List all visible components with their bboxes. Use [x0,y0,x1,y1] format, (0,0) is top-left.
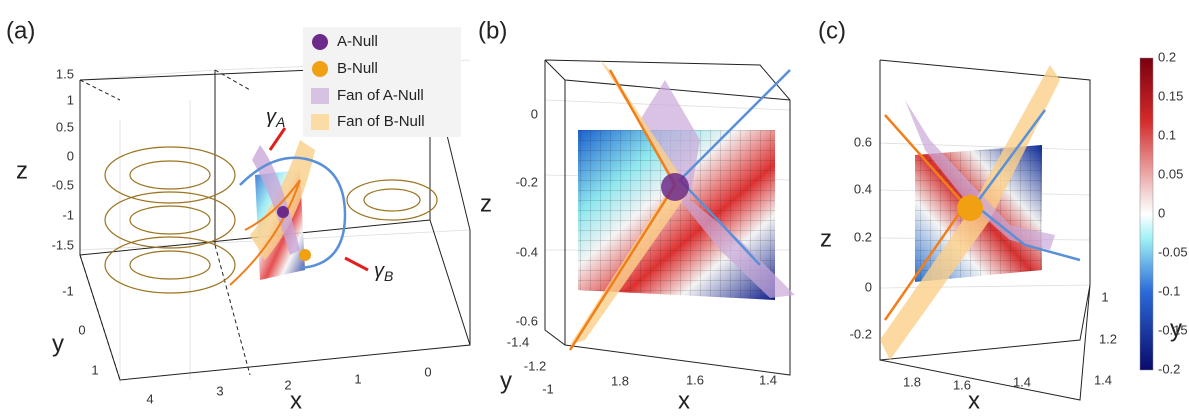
tick-label: 0.1 [1158,127,1176,142]
tick-label: -0.2 [1158,361,1180,376]
panel-c: (c) z x [818,17,1090,412]
tick-label: 0.2 [1158,49,1176,64]
legend-fan-b [311,114,329,130]
annotation: γB [374,260,393,283]
tick-label: -1 [62,283,74,298]
tick-label: 1.4 [1094,372,1112,387]
tick-label: -1 [62,207,74,222]
axis-label: y [500,367,512,394]
tick-label: 0 [865,279,872,294]
panel-label: (c) [818,17,846,44]
panel-a: A-Null B-Null Fan of A-Null Fan of B-Nul… [6,17,470,412]
b-null [957,195,983,221]
panel-label: (a) [6,17,35,44]
axis-label: z [480,190,492,217]
tick-label: 1 [1101,289,1108,304]
tick-label: 1 [67,92,74,107]
legend-label: Fan of A-Null [337,87,424,104]
b-null [299,249,311,261]
tick-label: 0 [531,106,538,121]
legend-fan-a [311,88,329,104]
tick-label: 0 [78,322,85,337]
tick-label: 0.2 [854,229,872,244]
tick-label: 1 [354,371,361,386]
annotation: γA [266,106,285,129]
panel-label: (b) [478,17,507,44]
tick-label: 1.6 [686,372,704,387]
tick-label: -1.2 [524,358,546,373]
axis-label: x [290,387,302,412]
tick-label: 0 [1158,205,1165,220]
legend-b-null [312,61,328,77]
tick-label: -0.2 [850,326,872,341]
axis-label: z [820,225,832,252]
legend-label: B-Null [337,60,378,77]
axis-label: x [678,387,690,412]
legend-label: Fan of B-Null [337,113,425,130]
tick-label: 1.5 [56,66,74,81]
tick-label: 1.4 [1013,374,1031,389]
tick-label: 0.5 [56,119,74,134]
tick-label: 1.8 [903,374,921,389]
tick-label: 0.15 [1158,88,1183,103]
tick-label: -0.15 [1158,322,1188,337]
a-null [661,173,689,201]
a-null [277,206,289,218]
figure: A-Null B-Null Fan of A-Null Fan of B-Nul… [0,0,1189,412]
tick-label: 2 [284,377,291,392]
axis-label: y [52,330,64,357]
tick-label: -0.6 [516,313,538,328]
tick-label: 1.6 [953,377,971,392]
tick-label: -0.05 [1158,244,1188,259]
tick-label: -1.4 [507,334,529,349]
tick-label: 0 [67,148,74,163]
panel-b: (b) z y x [478,17,795,412]
colorbar [1140,58,1153,370]
legend-label: A-Null [337,33,378,50]
tick-label: -1 [542,381,554,396]
tick-label: 3 [216,383,223,398]
tick-label: 1.2 [1099,331,1117,346]
tick-label: -0.4 [516,244,538,259]
tick-label: 1.8 [611,373,629,388]
tick-label: 0.4 [854,181,872,196]
tick-label: 4 [146,391,153,406]
tick-label: 1.4 [759,372,777,387]
axis-label: z [16,157,28,184]
tick-label: -0.1 [1158,283,1180,298]
tick-label: 0.05 [1158,166,1183,181]
legend-a-null [312,34,328,50]
tick-label: 1 [91,362,98,377]
tick-label: -0.5 [52,177,74,192]
tick-label: -0.2 [516,174,538,189]
tick-label: 0.6 [854,134,872,149]
tick-label: 0 [424,364,431,379]
tick-label: -1.5 [52,237,74,252]
